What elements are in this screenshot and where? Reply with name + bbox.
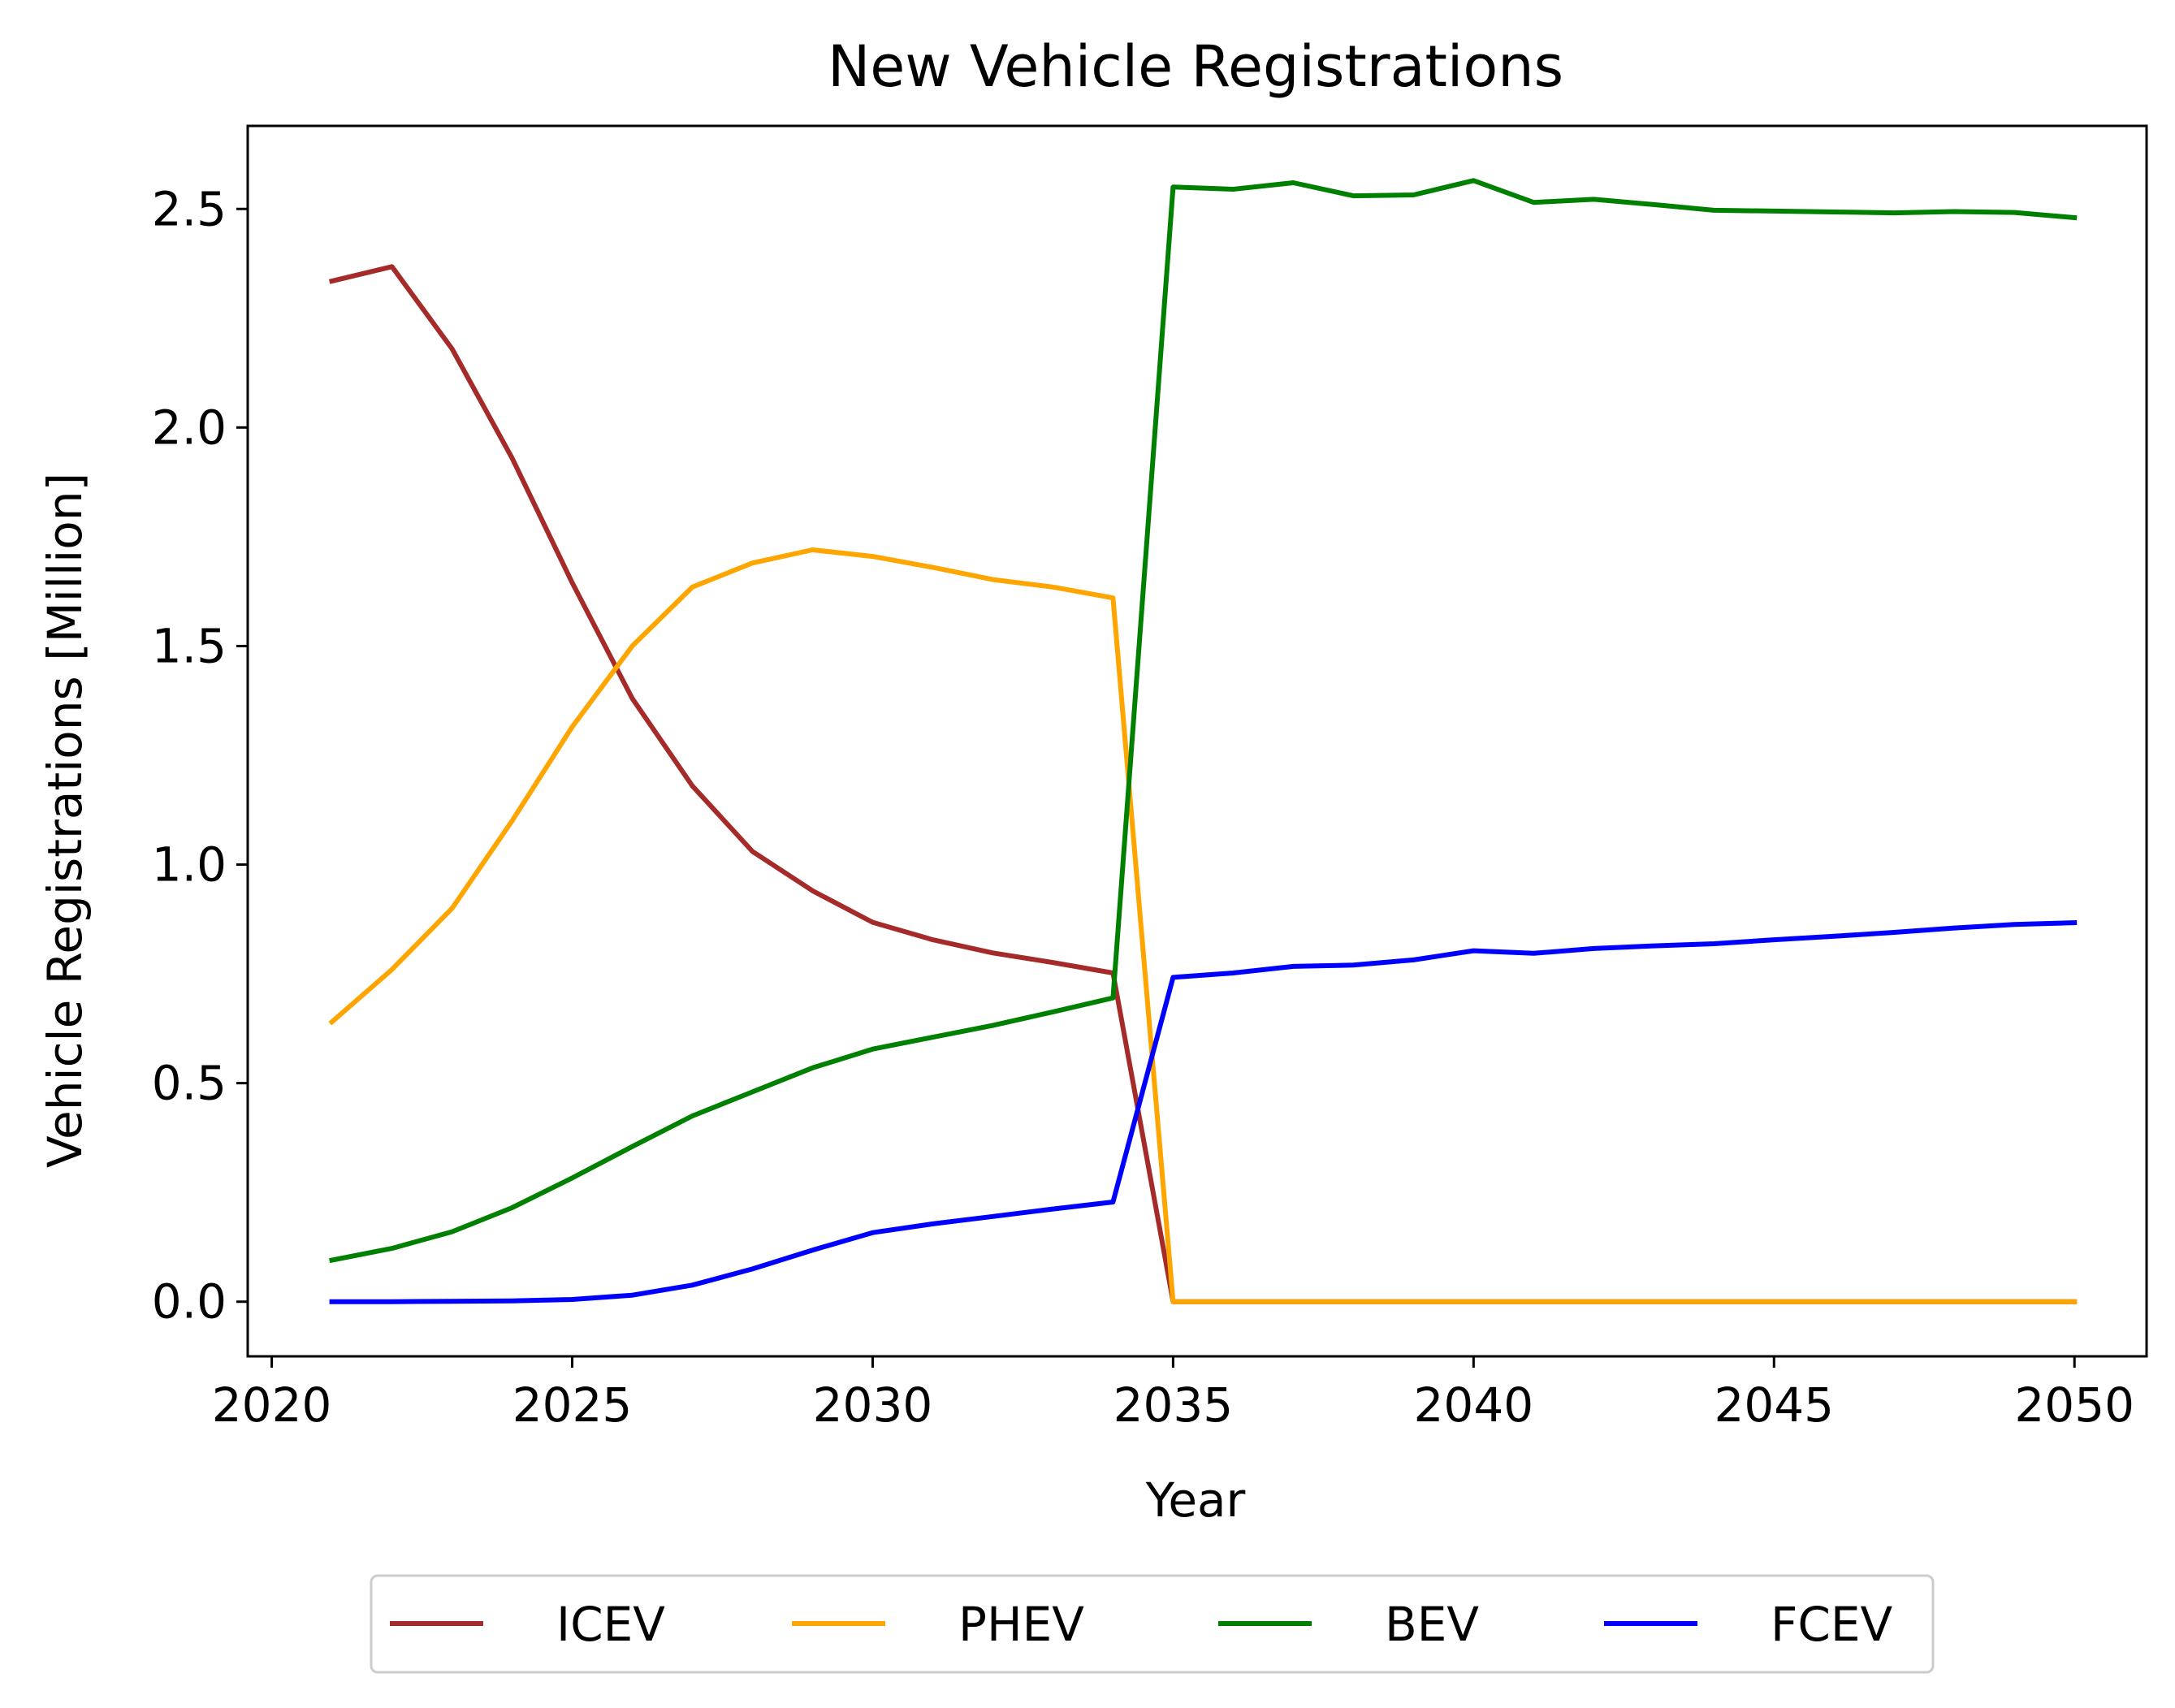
legend: ICEV PHEV BEV FCEV (370, 1574, 1935, 1674)
y-tick-label: 0.0 (152, 1274, 227, 1330)
series-line-phev (328, 547, 2078, 1304)
y-axis-label: Vehicle Registrations [Million] (37, 473, 93, 1168)
series-line-bev (329, 178, 2078, 1264)
legend-label-phev: PHEV (958, 1597, 1084, 1652)
y-tick-label: 1.5 (152, 618, 227, 673)
x-tick-label: 2025 (512, 1377, 633, 1433)
x-tick-label: 2050 (2014, 1377, 2134, 1433)
series-group (328, 178, 2078, 1304)
y-tick-label: 0.5 (152, 1056, 227, 1111)
x-tick-label: 2030 (813, 1377, 933, 1433)
y-tick-label: 1.0 (152, 837, 227, 893)
legend-box (370, 1574, 1935, 1674)
plot-area (246, 124, 2148, 1358)
x-tick-label: 2020 (212, 1377, 332, 1433)
series-line-fcev (329, 920, 2078, 1304)
x-axis-label: Year (1145, 1472, 1246, 1528)
y-tick-label: 2.5 (152, 181, 227, 236)
y-tick-label: 2.0 (152, 400, 227, 455)
x-axis: 2020 2025 2030 2035 2040 2045 2050 (212, 1356, 2134, 1433)
x-tick-label: 2040 (1414, 1377, 1534, 1433)
x-tick-label: 2045 (1714, 1377, 1834, 1433)
legend-label-bev: BEV (1385, 1597, 1479, 1652)
legend-label-fcev: FCEV (1771, 1597, 1893, 1652)
x-tick-label: 2035 (1113, 1377, 1234, 1433)
legend-label-icev: ICEV (556, 1597, 665, 1652)
chart-title: New Vehicle Registrations (828, 33, 1563, 100)
y-axis: 0.0 0.5 1.0 1.5 2.0 2.5 (152, 181, 248, 1330)
